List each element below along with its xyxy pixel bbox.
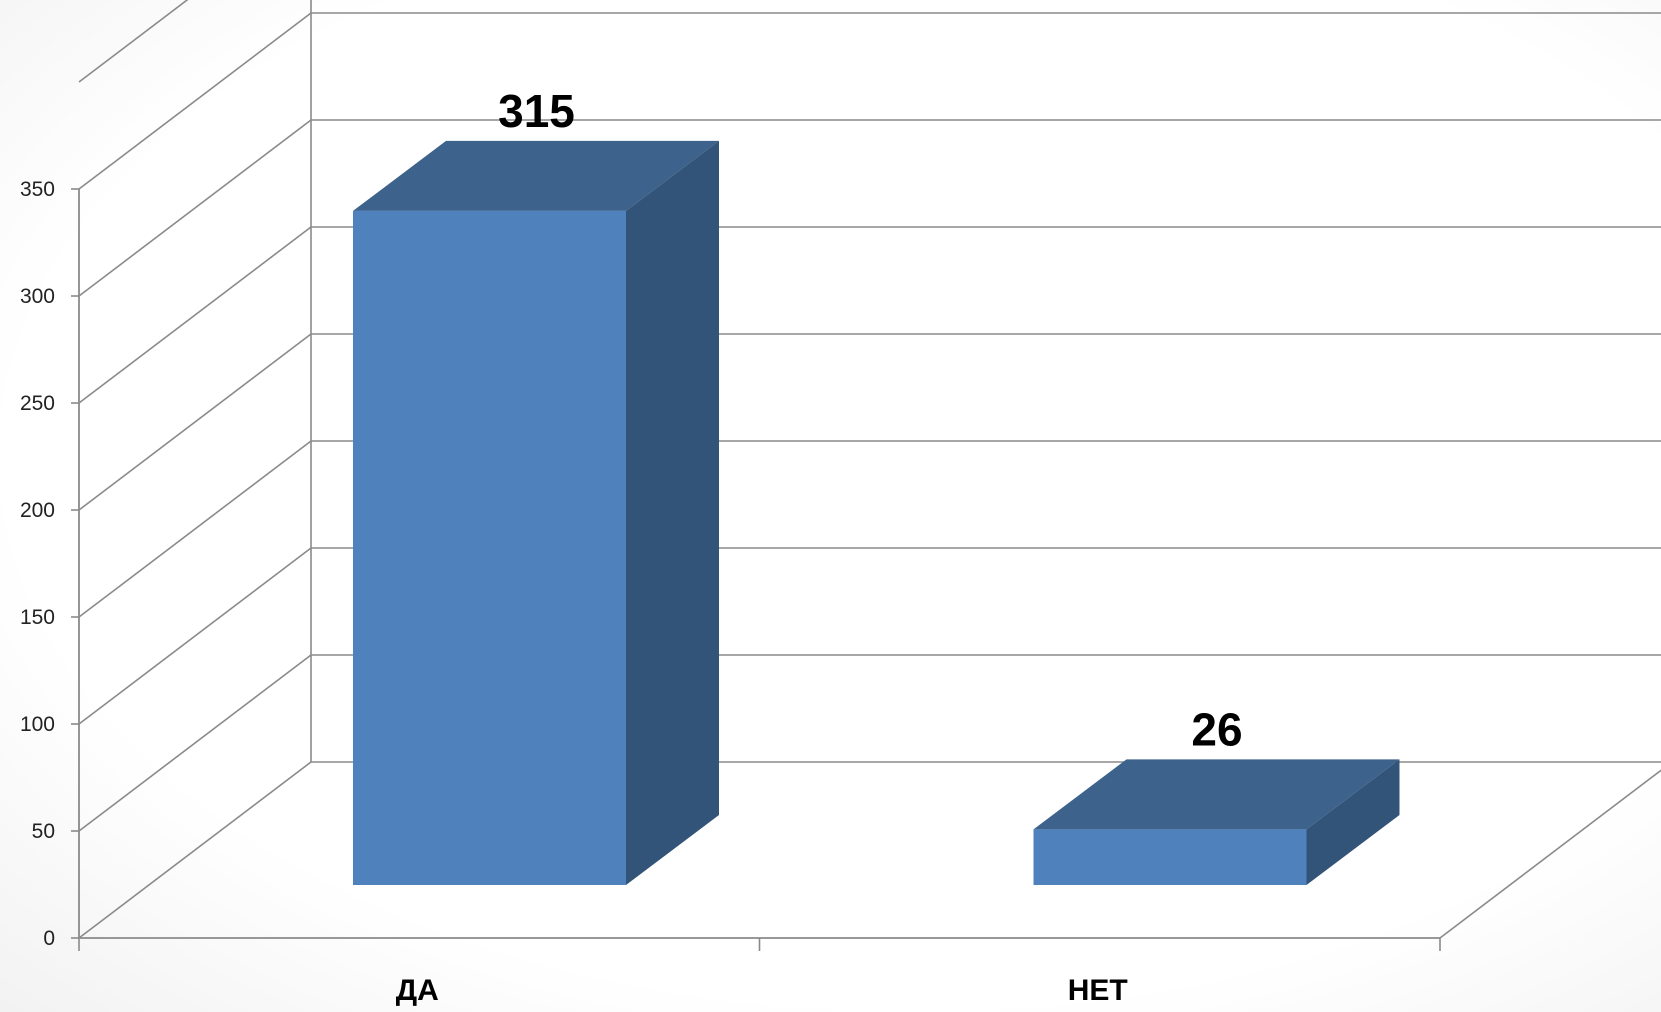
axes bbox=[71, 188, 1441, 951]
bars bbox=[353, 140, 1400, 885]
gridline-diagonal bbox=[78, 440, 312, 618]
bar-top bbox=[1033, 759, 1400, 830]
floor-right-edge bbox=[1439, 769, 1661, 939]
y-tick-label: 100 bbox=[20, 713, 55, 736]
bar-top bbox=[353, 140, 719, 211]
gridline-diagonal bbox=[78, 12, 312, 190]
gridline-diagonal bbox=[78, 761, 312, 939]
bar-side bbox=[1306, 759, 1400, 885]
category-label: ДА bbox=[396, 974, 439, 1007]
y-tick-label: 150 bbox=[20, 606, 55, 629]
y-tick-label: 0 bbox=[43, 927, 55, 950]
gridline-diagonal bbox=[78, 119, 312, 297]
y-tick-label: 50 bbox=[32, 820, 55, 843]
gridline-diagonal bbox=[78, 226, 312, 404]
bar-front bbox=[353, 210, 626, 885]
y-tick-label: 250 bbox=[20, 392, 55, 415]
bar-front bbox=[1033, 829, 1307, 885]
gridline-diagonal bbox=[78, 333, 312, 511]
gridlines bbox=[78, 0, 1661, 939]
data-label: 315 bbox=[498, 85, 575, 137]
labels: 0 50 100 150 200 250 300 350 315 ДА 26 НЕТ bbox=[20, 85, 1243, 1007]
gridline-diagonal bbox=[78, 547, 312, 725]
category-label: НЕТ bbox=[1068, 974, 1128, 1007]
gridline-diagonal bbox=[78, 654, 312, 832]
bar-side bbox=[626, 140, 719, 885]
y-tick-label: 300 bbox=[20, 285, 55, 308]
y-tick-label: 200 bbox=[20, 499, 55, 522]
gridline-diagonal bbox=[78, 0, 189, 83]
y-tick-label: 350 bbox=[20, 178, 55, 201]
data-label: 26 bbox=[1191, 703, 1242, 755]
